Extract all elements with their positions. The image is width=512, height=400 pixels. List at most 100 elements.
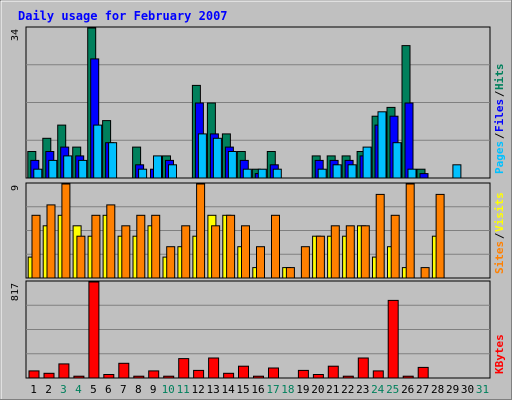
- bar-sites-day-18: [285, 267, 295, 279]
- legend-hits: Hits: [493, 64, 506, 91]
- bar-pages-day-2: [48, 159, 58, 179]
- bar-pages-day-24: [377, 111, 387, 179]
- bar-sites-day-6: [106, 204, 116, 279]
- bar-sites-day-26: [405, 183, 415, 279]
- bar-pages-day-4: [78, 159, 88, 179]
- bar-kbytes-day-4: [73, 375, 85, 379]
- x-label-day-14: 14: [221, 383, 235, 396]
- bar-sites-day-7: [121, 225, 131, 279]
- x-label-day-24: 24: [371, 383, 385, 396]
- x-label-day-16: 16: [251, 383, 264, 396]
- panel-visitors: 9 Sites /Visits: [10, 182, 506, 279]
- legend-kbytes: KBytes: [493, 334, 506, 374]
- bar-kbytes-day-12: [193, 369, 205, 379]
- x-label-day-19: 19: [296, 383, 309, 396]
- bar-pages-day-17: [272, 168, 282, 179]
- bar-sites-day-28: [435, 193, 445, 279]
- bar-sites-day-2: [46, 204, 56, 279]
- x-label-day-3: 3: [60, 383, 67, 396]
- bar-pages-day-5: [93, 124, 103, 179]
- x-label-day-8: 8: [135, 383, 142, 396]
- legend-separator: /: [493, 90, 506, 97]
- chart-title: Daily usage for February 2007: [18, 9, 228, 23]
- x-label-day-28: 28: [431, 383, 444, 396]
- legend-visits: Visits: [493, 192, 506, 232]
- bar-sites-day-5: [91, 214, 101, 279]
- bar-kbytes-day-7: [118, 362, 130, 379]
- legend-usage: Pages/Files/Hits: [493, 64, 506, 175]
- legend-files: Files: [493, 99, 506, 132]
- bar-kbytes-day-24: [372, 370, 384, 379]
- x-label-day-6: 6: [105, 383, 112, 396]
- bar-pages-day-22: [347, 164, 357, 179]
- bar-kbytes-day-19: [297, 369, 309, 379]
- bar-sites-day-23: [360, 225, 370, 279]
- x-label-day-7: 7: [120, 383, 127, 396]
- bar-kbytes-day-26: [402, 375, 414, 379]
- bar-sites-day-19: [300, 246, 310, 279]
- bar-pages-day-23: [362, 146, 372, 179]
- bar-sites-day-11: [181, 225, 191, 279]
- bar-pages-day-3: [63, 155, 73, 179]
- bar-pages-day-26: [407, 168, 417, 179]
- bar-kbytes-day-14: [223, 372, 235, 379]
- x-label-day-4: 4: [75, 383, 82, 396]
- x-label-day-9: 9: [150, 383, 157, 396]
- bar-sites-day-17: [271, 214, 280, 279]
- x-label-day-18: 18: [281, 383, 294, 396]
- x-label-day-1: 1: [30, 383, 37, 396]
- bar-pages-day-29: [452, 164, 462, 179]
- legend-kbytes: KBytes: [493, 334, 506, 374]
- bar-sites-day-15: [241, 225, 250, 279]
- bar-pages-day-9: [153, 155, 162, 179]
- legend-separator: /: [493, 132, 506, 139]
- x-label-day-26: 26: [401, 383, 414, 396]
- bar-kbytes-day-15: [238, 365, 249, 379]
- x-label-day-11: 11: [177, 383, 190, 396]
- bar-kbytes-day-22: [342, 375, 354, 379]
- x-label-day-5: 5: [90, 383, 97, 396]
- y-max-label-visitors: 9: [10, 185, 21, 191]
- bar-sites-day-8: [136, 214, 146, 279]
- x-label-day-30: 30: [461, 383, 474, 396]
- x-label-day-12: 12: [191, 383, 204, 396]
- bar-kbytes-day-25: [387, 299, 399, 379]
- bar-sites-day-4: [76, 235, 86, 279]
- bar-kbytes-day-17: [268, 367, 279, 379]
- bar-sites-day-12: [196, 183, 206, 279]
- panel-kbytes: 817 KBytes: [10, 280, 506, 379]
- bar-kbytes-day-2: [43, 372, 55, 379]
- bar-pages-day-25: [392, 142, 402, 179]
- bar-files-day-27: [419, 173, 429, 179]
- x-label-day-27: 27: [416, 383, 429, 396]
- bar-sites-day-13: [211, 225, 221, 279]
- bar-kbytes-day-8: [133, 375, 145, 379]
- bar-pages-day-20: [317, 168, 327, 179]
- bar-kbytes-day-9: [148, 370, 160, 379]
- bar-pages-day-8: [138, 168, 148, 179]
- x-label-day-22: 22: [341, 383, 354, 396]
- legend-visitors: Sites /Visits: [493, 192, 506, 274]
- bar-kbytes-day-27: [417, 366, 429, 379]
- bar-pages-day-1: [33, 168, 43, 179]
- x-label-day-21: 21: [326, 383, 339, 396]
- legend-separator: /: [493, 232, 506, 239]
- bar-kbytes-day-13: [208, 357, 220, 379]
- x-label-day-2: 2: [45, 383, 52, 396]
- bar-kbytes-day-10: [163, 375, 175, 379]
- bar-sites-day-24: [375, 193, 385, 279]
- bar-pages-day-16: [257, 168, 267, 179]
- x-label-day-25: 25: [386, 383, 399, 396]
- bar-pages-day-10: [168, 164, 177, 179]
- bar-kbytes-day-21: [327, 365, 339, 379]
- bar-pages-day-21: [332, 164, 342, 179]
- x-label-day-29: 29: [446, 383, 459, 396]
- bar-kbytes-day-1: [28, 370, 40, 379]
- bar-kbytes-day-3: [58, 363, 70, 379]
- bar-pages-day-14: [227, 151, 237, 179]
- bar-kbytes-day-16: [253, 375, 264, 379]
- bar-sites-day-27: [420, 267, 430, 279]
- x-label-day-13: 13: [206, 383, 219, 396]
